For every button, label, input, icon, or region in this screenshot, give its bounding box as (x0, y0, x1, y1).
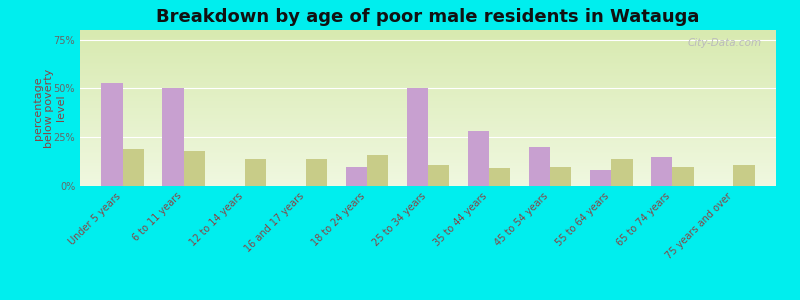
Bar (734, 164, 754, 186)
Bar (550, 167, 571, 186)
Bar (428, 164, 450, 186)
Title: Breakdown by age of poor male residents in Watauga: Breakdown by age of poor male residents … (156, 8, 700, 26)
Bar (651, 157, 672, 186)
Bar (529, 147, 550, 186)
Bar (406, 88, 428, 186)
Bar (162, 88, 184, 186)
Bar (489, 168, 510, 186)
Bar (102, 82, 122, 186)
Bar (245, 159, 266, 186)
Bar (306, 159, 327, 186)
Y-axis label: percentage
below poverty
level: percentage below poverty level (33, 68, 66, 148)
Bar (367, 155, 388, 186)
Bar (611, 159, 633, 186)
Bar (122, 149, 144, 186)
Bar (672, 167, 694, 186)
Text: City-Data.com: City-Data.com (688, 38, 762, 48)
Bar (468, 131, 489, 186)
Bar (184, 151, 205, 186)
Bar (590, 170, 611, 186)
Bar (346, 167, 367, 186)
